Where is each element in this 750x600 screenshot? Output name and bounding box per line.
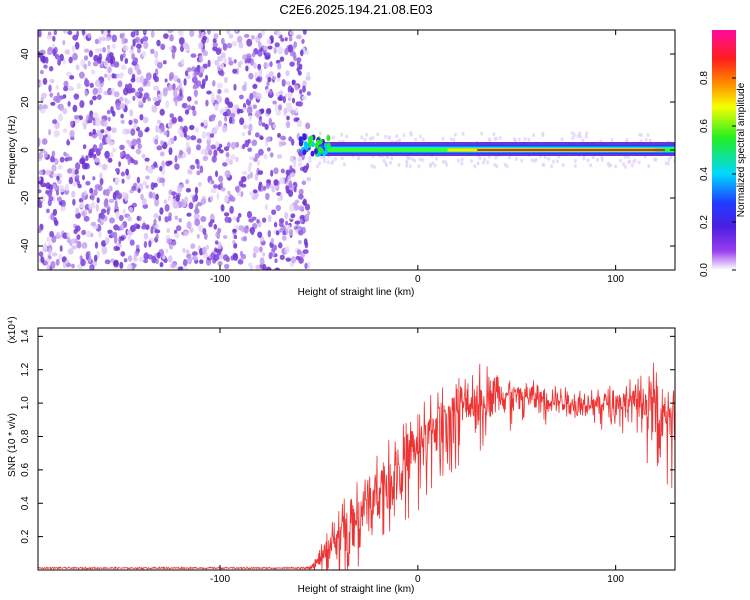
colorbar-tick-label: 0.8 bbox=[699, 71, 710, 85]
figure-title: C2E6.2025.194.21.08.E03 bbox=[279, 2, 432, 17]
y-tick-label: -40 bbox=[20, 238, 31, 253]
top-x-axis-label: Height of straight line (km) bbox=[298, 287, 415, 298]
y-tick-label: 0.2 bbox=[20, 529, 31, 543]
noise-speckle bbox=[38, 30, 675, 270]
y-tick-label: 0 bbox=[20, 147, 31, 153]
bottom-y-scale-label: (x10⁴) bbox=[7, 316, 18, 343]
snr-series-line bbox=[38, 362, 675, 570]
x-tick-label: 0 bbox=[415, 574, 421, 585]
signal-band bbox=[298, 133, 675, 157]
colorbar-tick-label: 0.4 bbox=[699, 167, 710, 181]
y-tick-label: 1.0 bbox=[20, 396, 31, 410]
colorbar-gradient bbox=[712, 30, 736, 270]
y-tick-label: 1.2 bbox=[20, 362, 31, 376]
y-tick-label: 1.4 bbox=[20, 329, 31, 343]
top-y-axis-label: Frequency (Hz) bbox=[7, 116, 18, 185]
spectrogram-panel: -100 0 100 -40 -20 0 20 40 bbox=[20, 29, 676, 285]
x-tick-label: 0 bbox=[415, 274, 421, 285]
colorbar-tick-label: 0.6 bbox=[699, 119, 710, 133]
y-tick-label: 0.4 bbox=[20, 496, 31, 510]
x-tick-label: -100 bbox=[210, 274, 230, 285]
x-tick-label: 100 bbox=[607, 274, 624, 285]
bottom-x-axis-label: Height of straight line (km) bbox=[298, 584, 415, 595]
y-tick-label: 20 bbox=[20, 96, 31, 108]
colorbar-tick-label: 0.0 bbox=[699, 263, 710, 277]
x-tick-label: 100 bbox=[607, 574, 624, 585]
y-tick-label: 0.8 bbox=[20, 429, 31, 443]
y-tick-label: 40 bbox=[20, 48, 31, 60]
colorbar: 0.0 0.2 0.4 0.6 0.8 bbox=[699, 30, 736, 277]
y-tick-label: -20 bbox=[20, 190, 31, 205]
colorbar-tick-label: 0.2 bbox=[699, 215, 710, 229]
y-tick-label: 0.6 bbox=[20, 462, 31, 476]
snr-panel: -100 0 100 0.2 0.4 0.6 0.8 1.0 1.2 1.4 bbox=[20, 327, 676, 585]
colorbar-label: Normalized spectral amplitude bbox=[736, 82, 747, 217]
x-tick-label: -100 bbox=[210, 574, 230, 585]
snr-frame bbox=[37, 327, 676, 571]
bottom-y-axis-label: SNR (10 * v/v) bbox=[7, 413, 18, 477]
